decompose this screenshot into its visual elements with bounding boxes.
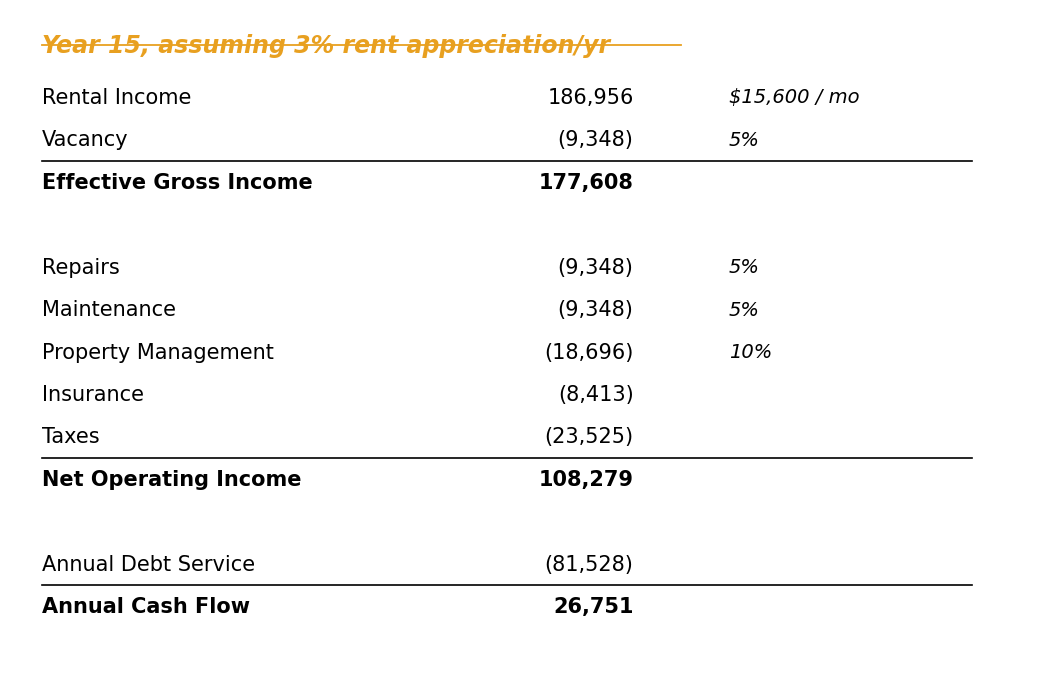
Text: Annual Debt Service: Annual Debt Service bbox=[42, 555, 256, 575]
Text: 5%: 5% bbox=[729, 258, 759, 277]
Text: Effective Gross Income: Effective Gross Income bbox=[42, 173, 313, 193]
Text: Annual Cash Flow: Annual Cash Flow bbox=[42, 597, 250, 617]
Text: 177,608: 177,608 bbox=[539, 173, 634, 193]
Text: (9,348): (9,348) bbox=[558, 130, 634, 150]
Text: (23,525): (23,525) bbox=[545, 427, 634, 448]
Text: (9,348): (9,348) bbox=[558, 257, 634, 278]
Text: 5%: 5% bbox=[729, 131, 759, 150]
Text: 186,956: 186,956 bbox=[547, 88, 634, 108]
Text: Vacancy: Vacancy bbox=[42, 130, 129, 150]
Text: Property Management: Property Management bbox=[42, 342, 275, 363]
Text: 10%: 10% bbox=[729, 343, 772, 362]
Text: (81,528): (81,528) bbox=[545, 555, 634, 575]
Text: Insurance: Insurance bbox=[42, 385, 145, 405]
Text: (18,696): (18,696) bbox=[544, 342, 634, 363]
Text: (8,413): (8,413) bbox=[558, 385, 634, 405]
Text: Repairs: Repairs bbox=[42, 257, 120, 278]
Text: Taxes: Taxes bbox=[42, 427, 100, 448]
Text: 5%: 5% bbox=[729, 301, 759, 319]
Text: (9,348): (9,348) bbox=[558, 300, 634, 320]
Text: Net Operating Income: Net Operating Income bbox=[42, 470, 302, 490]
Text: $15,600 / mo: $15,600 / mo bbox=[729, 88, 860, 107]
Text: Rental Income: Rental Income bbox=[42, 88, 191, 108]
Text: 108,279: 108,279 bbox=[539, 470, 634, 490]
Text: 26,751: 26,751 bbox=[553, 597, 634, 617]
Text: Maintenance: Maintenance bbox=[42, 300, 176, 320]
Text: Year 15, assuming 3% rent appreciation/yr: Year 15, assuming 3% rent appreciation/y… bbox=[42, 34, 610, 58]
